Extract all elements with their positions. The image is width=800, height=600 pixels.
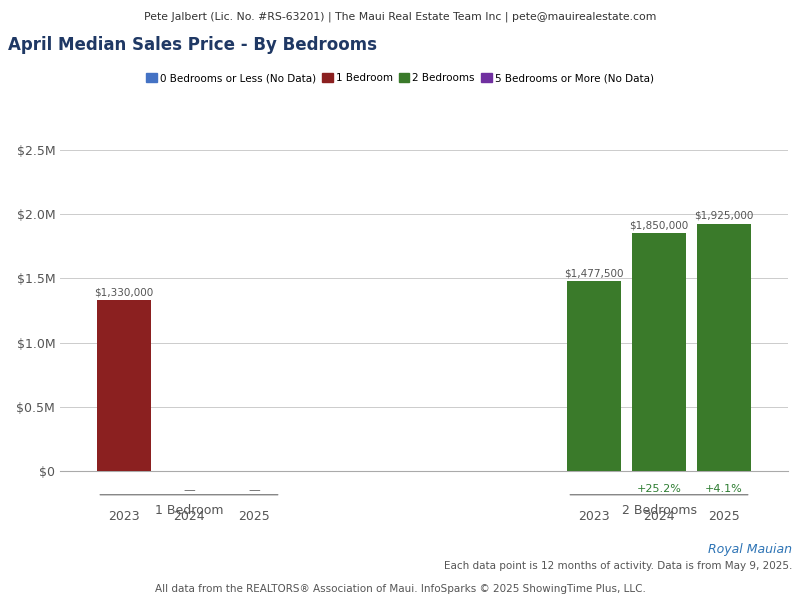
Text: April Median Sales Price - By Bedrooms: April Median Sales Price - By Bedrooms [8,36,377,54]
Text: —: — [248,484,260,497]
Text: +25.2%: +25.2% [637,484,682,494]
Text: Pete Jalbert (Lic. No. #RS-63201) | The Maui Real Estate Team Inc | pete@mauirea: Pete Jalbert (Lic. No. #RS-63201) | The … [144,11,656,22]
Text: $1,477,500: $1,477,500 [564,268,624,278]
Bar [632,233,686,471]
Text: 1 Bedroom: 1 Bedroom [154,504,223,517]
Legend: 0 Bedrooms or Less (No Data), 1 Bedroom, 2 Bedrooms, 5 Bedrooms or More (No Data: 0 Bedrooms or Less (No Data), 1 Bedroom,… [142,69,658,87]
Bar [698,224,750,471]
Bar [567,281,621,471]
Text: $1,925,000: $1,925,000 [694,211,754,221]
Text: +4.1%: +4.1% [705,484,743,494]
Text: $1,330,000: $1,330,000 [94,287,154,297]
Text: $1,850,000: $1,850,000 [630,220,689,230]
Text: —: — [183,484,195,497]
Bar [98,300,150,471]
Text: Each data point is 12 months of activity. Data is from May 9, 2025.: Each data point is 12 months of activity… [444,561,792,571]
Text: All data from the REALTORS® Association of Maui. InfoSparks © 2025 ShowingTime P: All data from the REALTORS® Association … [154,584,646,594]
Text: Royal Mauian: Royal Mauian [708,543,792,556]
Text: 2 Bedrooms: 2 Bedrooms [622,504,697,517]
